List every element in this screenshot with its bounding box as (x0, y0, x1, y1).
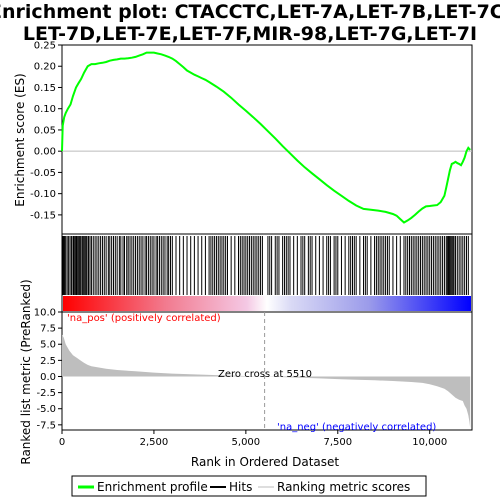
rank-color-band (63, 296, 471, 311)
es-y-tick-label: -0.05 (30, 168, 56, 179)
x-tick-label: 10,000 (412, 437, 447, 448)
metric-y-tick-label: -2.5 (36, 388, 56, 399)
metric-y-tick-label: 0.0 (40, 372, 56, 383)
legend-label-enrichment-profile: Enrichment profile (97, 480, 208, 494)
es-y-tick-label: 0.25 (34, 41, 56, 52)
x-tick-label: 0 (59, 437, 65, 448)
legend-label-ranking-metric: Ranking metric scores (277, 480, 410, 494)
es-y-tick-label: 0.00 (34, 147, 56, 158)
chart-title-line-2: LET-7D,LET-7E,LET-7F,MIR-98,LET-7G,LET-7… (23, 23, 477, 45)
metric-y-tick-label: 5.0 (40, 340, 56, 351)
es-y-tick-label: 0.20 (34, 62, 56, 73)
positive-correlation-label: 'na_pos' (positively correlated) (67, 313, 221, 324)
metric-y-tick-label: -7.5 (36, 420, 56, 431)
es-y-tick-label: 0.10 (34, 104, 56, 115)
es-y-tick-label: -0.10 (30, 189, 56, 200)
ranking-metric-area (62, 334, 471, 429)
metric-y-axis: 10.0 7.5 5.0 2.5 0.0 -2.5 -5.0 -7.5 (34, 308, 62, 431)
metric-y-tick-label: 10.0 (34, 308, 56, 319)
x-tick-label: 2,500 (140, 437, 169, 448)
metric-y-axis-label: Ranked list metric (PreRanked) (19, 279, 33, 464)
metric-y-tick-label: -5.0 (36, 404, 56, 415)
es-y-tick-label: 0.05 (34, 125, 56, 136)
negative-correlation-label: 'na_neg' (negatively correlated) (277, 422, 436, 433)
chart-title-line-1: Enrichment plot: CTACCTC,LET-7A,LET-7B,L… (0, 1, 500, 23)
legend-label-hits: Hits (229, 480, 252, 494)
es-y-tick-label: -0.15 (30, 210, 56, 221)
x-tick-label: 5,000 (232, 437, 261, 448)
x-tick-label: 7,500 (323, 437, 352, 448)
legend-box (71, 475, 427, 497)
x-axis-label: Rank in Ordered Dataset (191, 455, 339, 469)
metric-y-tick-label: 2.5 (40, 356, 56, 367)
hit-markers (61, 236, 469, 295)
es-plot-frame (61, 44, 473, 235)
es-y-axis-label: Enrichment score (ES) (13, 73, 27, 206)
enrichment-profile-line (61, 51, 471, 224)
es-y-tick-label: 0.15 (34, 83, 56, 94)
metric-y-tick-label: 7.5 (40, 324, 56, 335)
zero-cross-label: Zero cross at 5510 (218, 369, 312, 380)
es-y-axis: 0.25 0.20 0.15 0.10 0.05 0.00 -0.05 -0.10 -0.15 (30, 41, 62, 221)
metric-x-axis: 0 2,500 5,000 7,500 10,000 (59, 430, 447, 448)
